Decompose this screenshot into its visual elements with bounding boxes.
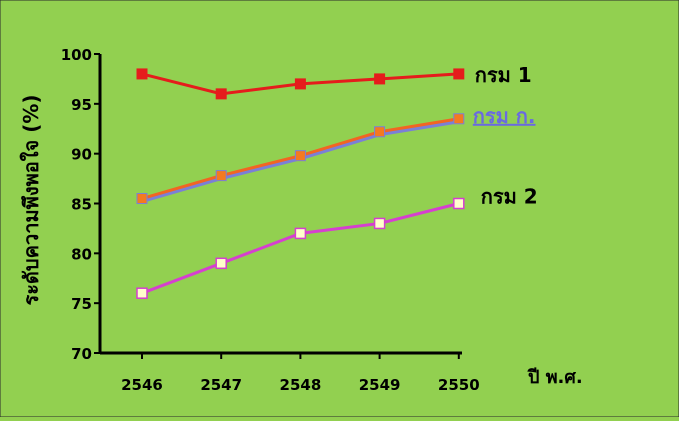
y-tick-label: 95 — [71, 96, 92, 114]
data-point — [294, 150, 306, 162]
data-point — [453, 68, 465, 80]
x-tick-label: 2546 — [121, 376, 163, 394]
data-point — [215, 257, 227, 270]
data-point — [374, 126, 386, 138]
data-point — [215, 170, 227, 182]
series-label: กรม ก. — [473, 104, 536, 128]
data-point — [453, 197, 465, 210]
y-axis-label: ระดับความพึงพอใจ (%) — [19, 94, 43, 305]
y-tick-label: 80 — [71, 245, 92, 263]
series-group — [136, 68, 465, 299]
y-tick-label: 90 — [71, 146, 92, 164]
x-tick-label: 2548 — [280, 376, 322, 394]
y-tick-label: 85 — [71, 196, 92, 214]
series-label: กรม 1 — [475, 63, 532, 87]
axes: 70 75 80 85 90 95 100 2546 2547 2548 2549 2550 — [61, 46, 480, 394]
data-point — [215, 88, 227, 100]
data-point — [294, 227, 307, 240]
data-point — [136, 193, 148, 205]
x-axis-label: ปี พ.ศ. — [527, 367, 583, 388]
y-tick-label: 70 — [71, 345, 92, 363]
data-point — [294, 78, 306, 90]
x-tick-label: 2549 — [359, 376, 401, 394]
data-point — [453, 113, 465, 125]
data-point — [136, 287, 148, 299]
data-point — [374, 73, 386, 85]
y-tick-label: 75 — [71, 295, 92, 313]
data-point — [136, 68, 148, 80]
series-label: กรม 2 — [481, 185, 538, 209]
data-point — [373, 217, 386, 230]
x-tick-label: 2547 — [200, 376, 242, 394]
y-tick-label: 100 — [61, 46, 92, 64]
labels-group: กรม 1 กรม ก. กรม 2 — [473, 63, 538, 209]
x-tick-label: 2550 — [438, 376, 480, 394]
